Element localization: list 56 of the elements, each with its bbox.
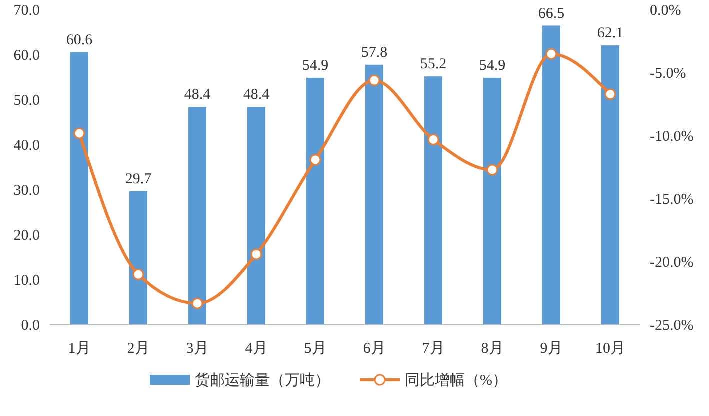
point [604, 88, 616, 100]
x-tick-label: 5月 [304, 341, 327, 357]
data-label: 48.4 [184, 87, 212, 104]
y-tick-label: 50.0 [14, 93, 40, 109]
x-tick-label: 1月 [68, 341, 91, 357]
bar [366, 64, 384, 325]
x-tick-label: 10月 [596, 341, 626, 357]
point [428, 134, 440, 146]
y2-tick-label: -15.0% [650, 192, 694, 208]
point [132, 268, 144, 280]
bar [484, 78, 502, 325]
point [250, 248, 262, 260]
y-tick-label: 0.0 [21, 318, 40, 334]
bar [188, 107, 206, 325]
x-tick-label: 6月 [363, 341, 386, 357]
data-label: 48.4 [243, 87, 270, 104]
point [74, 128, 86, 140]
y-tick-label: 40.0 [14, 138, 40, 154]
y-tick-label: 70.0 [14, 3, 40, 19]
y-tick-label: 30.0 [14, 183, 40, 199]
legend-label: 货邮运输量（万吨） [195, 372, 330, 389]
x-tick-label: 4月 [245, 341, 268, 357]
bar [70, 52, 88, 325]
data-label: 55.2 [420, 56, 447, 73]
y-tick-label: 10.0 [14, 273, 40, 289]
y2-tick-label: -10.0% [650, 129, 694, 145]
y2-tick-label: -20.0% [650, 255, 694, 271]
point [486, 164, 498, 176]
bar [130, 191, 148, 325]
data-label: 54.9 [479, 58, 506, 74]
data-label: 29.7 [125, 171, 152, 188]
point [310, 154, 322, 166]
bar [248, 107, 266, 325]
data-label: 54.9 [302, 58, 329, 74]
x-tick-label: 7月 [422, 341, 445, 357]
bar [306, 78, 324, 325]
data-label: 60.6 [66, 32, 94, 48]
point [368, 74, 380, 86]
y-tick-label: 60.0 [14, 48, 40, 64]
x-tick-label: 8月 [481, 341, 504, 357]
bar [542, 26, 560, 325]
x-tick-label: 2月 [127, 341, 150, 357]
y2-tick-label: -25.0% [650, 318, 694, 334]
bar [602, 46, 620, 325]
data-label: 57.8 [361, 44, 388, 61]
y2-tick-label: -5.0% [650, 66, 686, 82]
y2-tick-label: 0.0% [650, 3, 682, 19]
data-label: 66.5 [538, 6, 565, 22]
data-label: 62.1 [597, 26, 624, 42]
bar [424, 76, 442, 325]
legend-label: 同比增幅（%） [405, 372, 508, 389]
point [192, 298, 204, 310]
x-tick-label: 9月 [540, 341, 563, 357]
y-tick-label: 20.0 [14, 228, 40, 244]
point [546, 48, 558, 60]
x-tick-label: 3月 [186, 341, 209, 357]
